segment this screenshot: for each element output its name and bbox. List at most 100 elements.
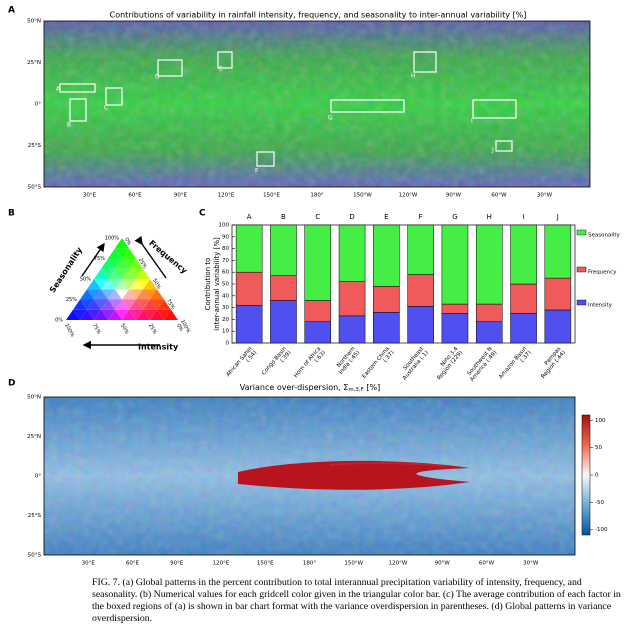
- triangle-cell: [115, 248, 129, 259]
- lon-label: 90°E: [174, 193, 188, 199]
- triangle-tick: 50%: [151, 278, 162, 291]
- triangle-cell: [150, 309, 164, 320]
- arrow: [134, 235, 167, 279]
- panel-label: D: [8, 379, 15, 389]
- title-sub: m,3,F: [348, 387, 364, 393]
- triangle-cell: [108, 268, 122, 279]
- lat-label: 25°S: [28, 513, 42, 519]
- triangle-cell: [101, 258, 115, 269]
- category-label: Niño 3.4 Region (229): [437, 346, 465, 382]
- triangle-cell: [115, 279, 129, 290]
- triangle-cell: [108, 279, 122, 290]
- category-label: Pampas Region (.44): [540, 346, 568, 381]
- triangle-cell: [87, 279, 101, 290]
- bar-segment: [544, 309, 572, 344]
- title-main: Variance over-dispersion, Σ: [240, 383, 349, 392]
- triangle-cell: [108, 309, 122, 320]
- bar-segment: [373, 286, 400, 313]
- y-tick-label: 0: [226, 341, 230, 347]
- lon-label: 150°E: [257, 561, 274, 567]
- triangle-cell: [108, 299, 122, 310]
- region-box: [69, 98, 87, 122]
- bar-letter: D: [349, 213, 354, 221]
- over-dispersion-band: [329, 462, 446, 467]
- lon-label: 120°W: [389, 561, 408, 567]
- region-label: B: [67, 122, 71, 129]
- bar-segment: [441, 313, 469, 344]
- map-d-frame: [43, 396, 576, 556]
- lon-label: 60°E: [128, 193, 142, 199]
- bar-segment: [270, 300, 297, 344]
- figure: A Contributions of variability in rainfa…: [8, 6, 621, 567]
- lon-label: 60°W: [479, 561, 495, 567]
- bar-segment: [475, 321, 503, 344]
- triangle-cell: [80, 299, 94, 310]
- map-a-texture: [44, 21, 590, 187]
- lat-label: 25°S: [28, 143, 42, 149]
- lat-label: 0°: [35, 102, 41, 108]
- bar-letter: G: [452, 213, 457, 221]
- lon-label: 180°: [303, 561, 316, 567]
- bar-segment: [441, 224, 469, 305]
- legend-label: Intensity: [588, 303, 613, 309]
- map-title: Contributions of variability in rainfall…: [110, 11, 527, 20]
- category-label: Amazon Basin (.37): [498, 346, 533, 380]
- region-box: [105, 87, 123, 106]
- category-text: Southwest N America (.49): [466, 346, 499, 384]
- triangle-cell: [94, 299, 108, 310]
- bar-segment: [510, 224, 537, 285]
- triangle-cell: [122, 268, 136, 279]
- y-tick-label: 50: [222, 282, 229, 288]
- triangle-cell: [143, 289, 157, 300]
- bar-segment: [373, 312, 400, 344]
- y-tick-label: 90: [222, 234, 229, 240]
- lon-label: 30°E: [83, 193, 97, 199]
- triangle-tick: 50%: [119, 323, 130, 336]
- lat-label: 50°S: [28, 185, 42, 191]
- y-tick-label: 30: [222, 305, 229, 311]
- lon-label: 150°E: [263, 193, 280, 199]
- lat-label: 25°N: [27, 60, 41, 66]
- legend-swatch: [576, 299, 587, 306]
- category-label: Southeast Australia (.1): [402, 346, 430, 382]
- triangle-cell: [115, 238, 129, 249]
- triangle-cell: [108, 258, 122, 269]
- bar-segment: [544, 277, 572, 311]
- category-text: Congo Basin (.39): [261, 346, 293, 377]
- lon-label: 90°W: [435, 561, 451, 567]
- category-label: African Sahel (.54): [225, 346, 258, 378]
- triangle-cell: [101, 299, 115, 310]
- bar-segment: [235, 304, 263, 344]
- triangle-cell: [136, 299, 150, 310]
- triangle-cell: [129, 268, 143, 279]
- title-end: [%]: [364, 383, 380, 392]
- y-axis-label: Contribution to: [204, 258, 212, 311]
- triangle-cell: [150, 299, 164, 310]
- bar-segment: [407, 306, 434, 344]
- lat-label: 50°N: [27, 395, 41, 401]
- triangle-tick: 75%: [165, 298, 176, 311]
- bar-segment: [304, 224, 332, 301]
- bar-segment: [304, 300, 332, 323]
- lon-label: 180°: [310, 193, 323, 199]
- panel-label: C: [199, 209, 206, 219]
- category-text: Pampas Region (.44): [540, 346, 568, 381]
- panel-label: A: [8, 6, 15, 16]
- triangle-cell: [122, 258, 136, 269]
- triangle-tick: 0%: [175, 323, 184, 333]
- lon-label: 150°W: [344, 561, 363, 567]
- triangle-cell: [115, 299, 129, 310]
- triangle-cell: [122, 299, 136, 310]
- lon-label: 150°W: [353, 193, 372, 199]
- lon-label: 90°W: [446, 193, 462, 199]
- triangle-cell: [80, 309, 94, 320]
- axis-label: Seasonality: [48, 245, 85, 295]
- triangle-cell: [150, 289, 164, 300]
- triangle-tick: 75%: [91, 323, 102, 336]
- triangle-cell: [122, 279, 136, 290]
- triangle-cell: [101, 279, 115, 290]
- y-axis-label: inter-annual variability [%]: [213, 237, 221, 331]
- triangle-cell: [87, 289, 101, 300]
- bar-segment: [441, 303, 469, 314]
- region-box: [413, 51, 437, 73]
